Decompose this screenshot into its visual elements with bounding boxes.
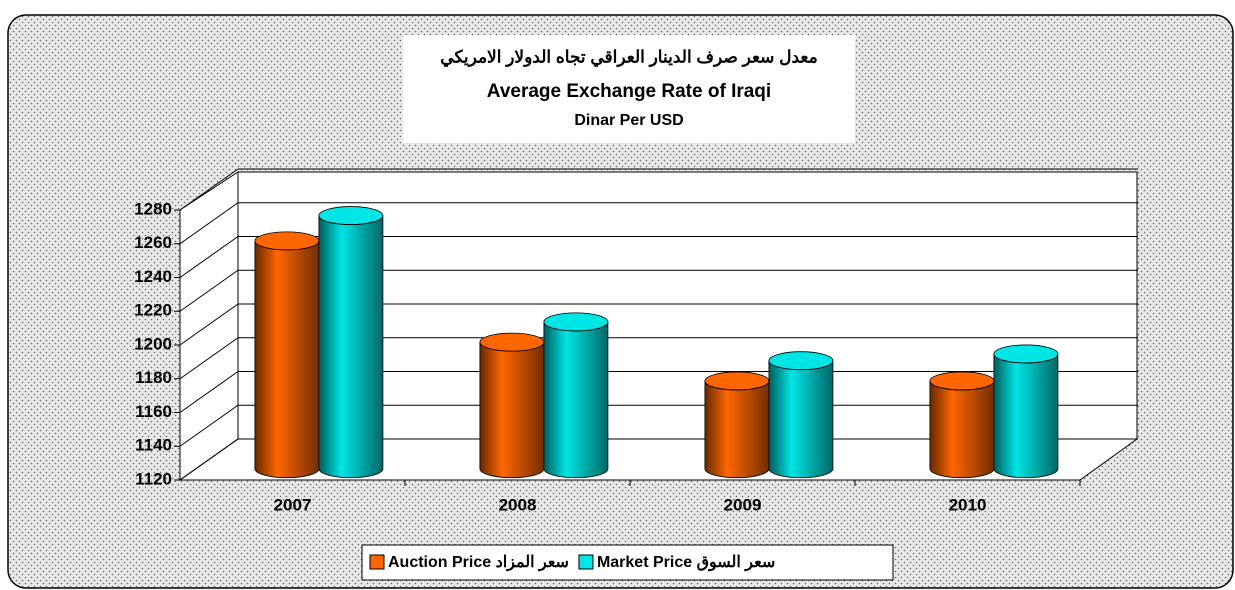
title-box: [403, 35, 855, 143]
y-tick-label: 1280: [134, 199, 172, 218]
bar-shade: [543, 321, 608, 478]
chart-title: Dinar Per USD: [574, 112, 683, 129]
legend: [361, 544, 894, 581]
bar-top: [543, 312, 609, 332]
bar-top: [318, 206, 384, 225]
legend-swatch: [369, 554, 385, 570]
y-tick-label: 1220: [134, 301, 172, 320]
bar-top: [929, 371, 995, 391]
grid-line: [179, 337, 239, 380]
bar-top: [704, 371, 770, 391]
grid-line: [179, 404, 239, 447]
y-tick-label: 1160: [135, 402, 172, 421]
grid-line: [179, 303, 239, 346]
bar-shade: [704, 380, 769, 478]
bar-top: [768, 351, 834, 371]
chart-title: معدل سعر صرف الدينار العراقي تجاه الدولا…: [440, 47, 817, 67]
x-tick-label: 2008: [499, 495, 537, 514]
x-tick-label: 2009: [724, 495, 762, 514]
y-tick-label: 1180: [135, 368, 172, 387]
chart-title: Average Exchange Rate of Iraqi: [487, 81, 771, 102]
bar-top: [254, 231, 320, 251]
y-tick-label: 1200: [134, 334, 172, 353]
bar-shade: [318, 215, 383, 478]
legend-swatch: [578, 554, 594, 570]
grid-line: [179, 269, 239, 312]
y-tick-label: 1120: [135, 469, 172, 488]
x-tick-label: 2010: [949, 495, 987, 514]
bar-shade: [993, 353, 1058, 478]
bar-shade: [254, 240, 319, 478]
bar-shade: [479, 342, 544, 478]
grid-line: [179, 438, 239, 481]
grid-line: [179, 202, 239, 245]
y-tick-label: 1140: [135, 436, 172, 455]
bar-top: [993, 344, 1059, 364]
grid-line: [179, 371, 239, 413]
y-tick-label: 1260: [134, 233, 172, 252]
bar-top: [479, 332, 545, 352]
legend-label: Auction Price سعر المزاد: [388, 554, 569, 572]
grid-line: [179, 236, 239, 278]
x-tick-label: 2007: [274, 495, 312, 514]
grid-line: [179, 168, 239, 211]
legend-label: Market Price سعر السوق: [597, 554, 775, 572]
bar-shade: [768, 360, 833, 478]
bar-shade: [929, 380, 994, 478]
side-wall: [179, 171, 239, 481]
y-tick-label: 1240: [134, 267, 172, 286]
